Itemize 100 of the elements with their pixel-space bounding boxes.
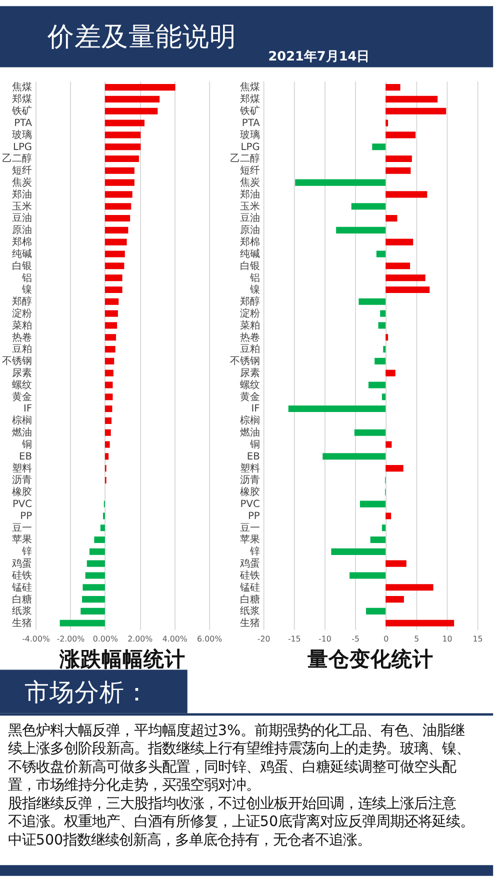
y-tick-label: 郑醇 (12, 296, 32, 308)
text: 股指继续反弹，三大股指均收涨，不过创业板开始回调，连续上涨后注意不追涨。权重地产、白酒有所修复，上证50底背离对应反弹周期还将延续。中证500指数继续创新高，多单底仓持有，无仓者不追涨。 (8, 796, 474, 848)
y-tick-label: 豆油 (240, 212, 260, 224)
bar (386, 512, 392, 520)
y-tick-label: 不锈钢 (230, 356, 260, 368)
y-tick-label: 焦煤 (12, 81, 32, 94)
y-tick-label: 黄金 (240, 390, 260, 403)
bar (104, 382, 113, 388)
y-tick-label: IF (23, 404, 32, 415)
text: 涨跌幅幅统计 (58, 646, 186, 671)
y-tick-label: 螺纹 (12, 378, 32, 391)
y-tick-label: 白银 (12, 260, 32, 272)
bar (104, 120, 145, 126)
bar (374, 358, 386, 364)
y-tick-label: 铜 (248, 439, 260, 450)
bar (104, 84, 176, 91)
bar (104, 310, 118, 317)
bar (82, 584, 105, 591)
y-tick-label: 短纤 (240, 164, 260, 177)
y-tick-label: 锌 (248, 546, 260, 558)
bar (104, 334, 116, 341)
y-tick-label: 生猪 (12, 617, 32, 630)
y-tick-label: 豆一 (12, 522, 32, 534)
y-tick-label: EB (19, 451, 32, 462)
bar (104, 250, 125, 258)
y-tick-label: 白糖 (12, 593, 32, 606)
y-tick-label: PTA (242, 118, 260, 129)
bar (82, 596, 105, 603)
x-tick-label: -4.00% (22, 634, 50, 644)
y-tick-label: 铜 (21, 439, 32, 450)
x-tick-label: 4.00% (162, 634, 188, 644)
y-tick-label: 焦炭 (240, 176, 260, 189)
bar (104, 155, 139, 162)
y-tick-label: 热卷 (12, 331, 32, 344)
bar (386, 274, 426, 282)
y-tick-label: 铁矿 (238, 105, 260, 118)
y-tick-label: 白银 (240, 260, 260, 272)
y-tick-label: 豆粕 (240, 344, 260, 356)
y-tick-label: 郑煤 (12, 93, 32, 106)
text: 价差及量能说明 (46, 22, 236, 53)
bar (104, 346, 116, 353)
y-tick-label: PVC (240, 499, 260, 510)
y-tick-label: 棕榈 (12, 414, 32, 427)
bar (104, 441, 110, 448)
y-tick-label: LPG (240, 142, 260, 153)
y-tick-label: PP (248, 510, 260, 522)
y-tick-label: 短纤 (12, 164, 32, 177)
y-tick-label: 铁矿 (11, 105, 32, 118)
y-tick-label: 玉米 (240, 200, 260, 212)
y-tick-label: 锰硅 (238, 581, 260, 594)
y-tick-label: 淀粉 (240, 307, 260, 320)
bar (104, 406, 112, 412)
bar (386, 286, 430, 293)
x-tick-label: -2.00% (56, 634, 86, 644)
y-tick-label: 乙二醇 (230, 152, 260, 165)
y-tick-label: 郑棉 (240, 236, 260, 248)
bar (104, 226, 128, 234)
y-tick-label: 焦煤 (240, 81, 260, 94)
bar (386, 214, 398, 222)
y-tick-label: 郑棉 (12, 236, 32, 248)
bar (366, 608, 386, 614)
bar (382, 524, 386, 532)
y-tick-label: 纸浆 (12, 605, 32, 618)
y-tick-label: 棕榈 (240, 414, 260, 427)
x-tick-label: 0 (384, 634, 389, 644)
bar (386, 155, 412, 162)
x-tick-label: 10 (442, 634, 452, 644)
y-tick-label: 硅铁 (238, 569, 260, 582)
bar (386, 334, 388, 341)
bar (104, 262, 124, 270)
text: 市场分析： (24, 677, 150, 706)
bar (386, 262, 410, 270)
bar (386, 596, 404, 603)
bar (382, 394, 386, 400)
y-tick-label: 郑煤 (240, 93, 260, 106)
bar (378, 322, 386, 329)
y-tick-label: 白糖 (240, 593, 260, 606)
y-tick-label: 塑料 (12, 462, 32, 474)
bar (85, 572, 105, 579)
bar (86, 560, 105, 567)
y-tick-label: 玉米 (12, 200, 32, 212)
bar (386, 238, 414, 246)
y-tick-label: 锰硅 (11, 581, 32, 594)
y-tick-label: 鸡蛋 (11, 558, 32, 570)
bar (104, 358, 114, 364)
bar (104, 96, 160, 102)
bar (380, 310, 386, 317)
bar (386, 620, 454, 626)
bar (104, 108, 158, 114)
bar (100, 524, 105, 532)
y-tick-label: 纯碱 (240, 248, 260, 260)
bar (94, 536, 105, 544)
y-tick-label: 淀粉 (12, 307, 32, 320)
x-tick-label: 6.00% (197, 634, 223, 644)
y-tick-label: 铝 (21, 272, 32, 284)
bar (368, 382, 386, 388)
y-tick-label: 郑醇 (240, 296, 260, 308)
y-tick-label: 不锈钢 (2, 356, 32, 368)
y-tick-label: 菜粕 (240, 319, 260, 332)
y-tick-label: 乙二醇 (2, 152, 32, 165)
